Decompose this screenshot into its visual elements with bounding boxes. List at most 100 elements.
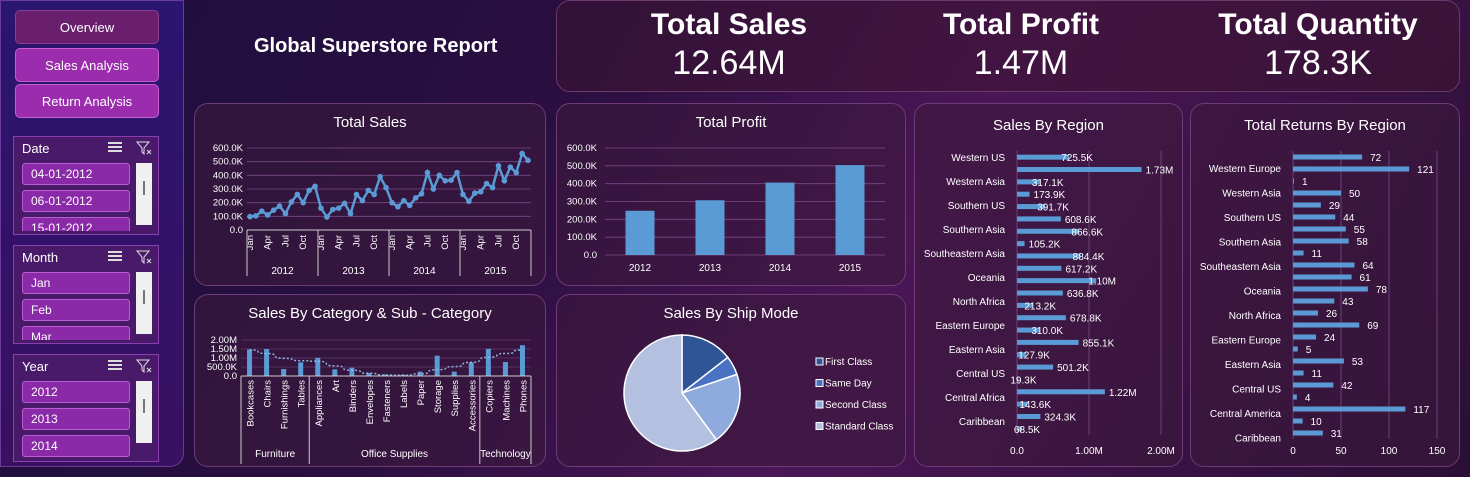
data-point: [395, 203, 401, 210]
data-label: 105.2K: [1029, 240, 1061, 251]
category-label: Oceania: [968, 273, 1006, 284]
return-bar: [1293, 346, 1298, 352]
multi-select-icon[interactable]: [108, 250, 122, 263]
region-bar: [1017, 352, 1027, 358]
return-bar: [1293, 178, 1294, 184]
overview-button[interactable]: Overview: [15, 10, 159, 44]
region-bar: [1017, 327, 1040, 333]
chart-title: Total Sales: [333, 114, 407, 131]
legend-label: Standard Class: [825, 422, 893, 433]
data-point: [306, 187, 312, 194]
data-point: [513, 169, 520, 176]
slicer-item-month[interactable]: Feb: [22, 299, 130, 321]
category-bar: [366, 372, 372, 376]
category-label: Southern US: [1224, 213, 1282, 224]
slicer-item-date[interactable]: 06-01-2012: [22, 190, 130, 212]
clear-filter-icon[interactable]: [136, 141, 152, 155]
data-label: 117: [1413, 405, 1429, 416]
data-point: [436, 172, 443, 179]
kpi-label: Total Quantity: [1218, 8, 1418, 41]
month-slicer-title: Month: [22, 249, 59, 265]
sales-by-region-panel: Sales By Region 0.0 1.00M 2.00M 725.5K 1.73M…: [914, 103, 1183, 467]
slicer-item-year[interactable]: 2012: [22, 381, 130, 403]
data-point: [247, 213, 253, 220]
sales-analysis-button[interactable]: Sales Analysis: [15, 48, 159, 82]
kpi-total-profit: Total Profit 1.47M: [901, 7, 1141, 83]
x-tick-label: 1.00M: [1075, 446, 1103, 457]
data-point: [454, 169, 460, 176]
return-bar: [1293, 322, 1360, 328]
kpi-value: 12.64M: [672, 44, 786, 82]
data-point: [359, 197, 366, 204]
slicer-item-month[interactable]: Mar: [22, 326, 130, 340]
data-point: [353, 191, 360, 198]
data-point: [501, 178, 508, 184]
category-bar: [247, 349, 253, 376]
data-point: [264, 212, 271, 218]
return-bar: [1293, 382, 1334, 388]
legend-swatch: [815, 357, 824, 366]
slicer-scrollbar[interactable]: [136, 381, 152, 443]
x-tick-label: Bookcases: [246, 380, 257, 427]
data-point: [253, 213, 259, 219]
slicer-item-month[interactable]: Jan: [22, 272, 130, 294]
x-tick-label: 2014: [769, 263, 792, 274]
multi-select-icon[interactable]: [108, 359, 122, 372]
x-tick-label: Apr: [334, 235, 345, 250]
data-label: 58: [1357, 237, 1369, 248]
x-tick-label: Oct: [369, 235, 380, 250]
return-bar: [1293, 286, 1368, 292]
slicer-scrollbar[interactable]: [136, 272, 152, 334]
return-bar: [1293, 202, 1321, 208]
multi-select-icon[interactable]: [108, 141, 122, 154]
y-tick-label: 400.0K: [213, 170, 244, 181]
data-label: 53: [1352, 357, 1364, 368]
return-bar: [1293, 394, 1297, 400]
return-bar: [1293, 238, 1349, 244]
data-point: [412, 195, 419, 201]
return-bar: [1293, 310, 1318, 316]
x-tick-label: 2013: [699, 263, 722, 274]
slicer-item-year[interactable]: 2014: [22, 435, 130, 457]
category-bar: [417, 371, 423, 376]
y-tick-label: 2.00M: [211, 335, 237, 346]
x-tick-label: Art: [331, 380, 342, 393]
region-bar: [1017, 216, 1061, 222]
category-bar: [315, 357, 321, 376]
return-analysis-button[interactable]: Return Analysis: [15, 84, 159, 118]
y-tick-label: 200.0K: [213, 198, 244, 209]
clear-filter-icon[interactable]: [136, 250, 152, 264]
category-bar: [519, 345, 525, 376]
y-tick-label: 1.50M: [211, 344, 237, 355]
data-point: [270, 207, 277, 213]
y-tick-label: 600.0K: [567, 143, 598, 154]
x-tick-label: Copiers: [484, 380, 495, 413]
slicer-item-date[interactable]: 04-01-2012: [22, 163, 130, 185]
data-label: 391.7K: [1037, 203, 1069, 214]
category-label: Eastern Asia: [949, 345, 1006, 356]
clear-filter-icon[interactable]: [136, 359, 152, 373]
region-bar: [1017, 376, 1019, 382]
data-point: [258, 208, 265, 214]
data-point: [442, 178, 449, 184]
y-tick-label: 300.0K: [567, 197, 598, 208]
return-bar: [1293, 418, 1303, 424]
slicer-item-year[interactable]: 2013: [22, 408, 130, 430]
data-label: 1.10M: [1088, 277, 1116, 288]
legend-swatch: [815, 422, 824, 430]
kpi-label: Total Sales: [650, 8, 808, 41]
category-panel: Sales By Category & Sub - Category 0.0 50…: [194, 294, 546, 467]
x-tick-label: Supplies: [450, 380, 461, 417]
slicer-scrollbar[interactable]: [136, 163, 152, 225]
slicer-item-date[interactable]: 15-01-2012: [22, 217, 130, 231]
returns-by-region-chart: 0 50 100 1507212115029445558116461784326692…: [1200, 151, 1446, 457]
x-tick-label: Fasteners: [382, 380, 393, 422]
data-label: 42: [1341, 381, 1353, 392]
data-point: [335, 205, 342, 211]
return-bar: [1293, 334, 1317, 340]
category-label: Caribbean: [1235, 434, 1281, 445]
x-tick-label: 2.00M: [1147, 446, 1175, 457]
total-sales-chart: 0.0 100.0K 200.0K 300.0K 400.0K 500.0K 600.0K J…: [213, 143, 532, 277]
region-bar: [1017, 241, 1025, 247]
